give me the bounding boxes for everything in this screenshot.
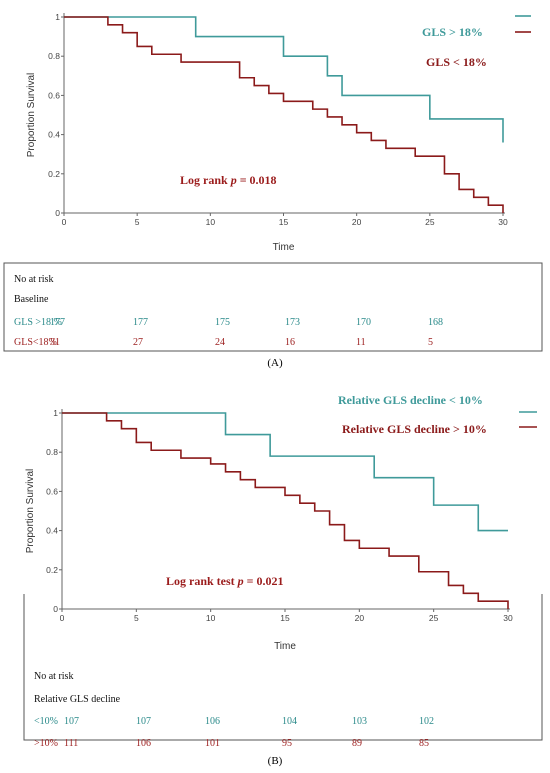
- legend-label-teal: GLS > 18%: [422, 25, 483, 39]
- risk-row-value: 89: [352, 738, 362, 749]
- y-tick-label: 0.2: [46, 565, 58, 575]
- risk-row-value: 102: [419, 716, 434, 727]
- x-axis-label: Time: [273, 242, 295, 253]
- risk-table-b-title: No at risk: [34, 671, 73, 682]
- x-tick-label: 30: [498, 217, 508, 227]
- log-rank-prefix: Log rank test: [166, 574, 238, 588]
- risk-row-value: 106: [205, 716, 220, 727]
- log-rank-annotation: Log rank p = 0.018: [180, 173, 277, 187]
- y-tick-label: 0.8: [46, 447, 58, 457]
- risk-row-value: 111: [64, 738, 78, 749]
- panel-b-label: (B): [268, 755, 283, 767]
- survival-curve-red: [62, 413, 508, 609]
- risk-row-value: 103: [352, 716, 367, 727]
- risk-row-value: 5: [428, 337, 433, 348]
- x-tick-label: 25: [429, 613, 439, 623]
- risk-row-value: 177: [50, 317, 65, 328]
- x-tick-label: 10: [206, 613, 216, 623]
- x-tick-label: 15: [279, 217, 289, 227]
- risk-table-b-subtitle: Relative GLS decline: [34, 694, 121, 705]
- panel-a: 0 5 10 15 20 25 30 0 0.2 0.4 0.6 0.8 1 Time Proportion…: [26, 12, 531, 253]
- risk-row-value: 85: [419, 738, 429, 749]
- log-rank-value: = 0.021: [244, 574, 284, 588]
- log-rank-value: = 0.018: [237, 173, 277, 187]
- y-tick-label: 0.8: [48, 51, 60, 61]
- y-tick-label: 0.6: [48, 90, 60, 100]
- risk-row-value: 170: [356, 317, 371, 328]
- risk-row-value: 95: [282, 738, 292, 749]
- y-tick-label: 1: [55, 12, 60, 22]
- risk-table-a-subtitle: Baseline: [14, 294, 49, 305]
- log-rank-p-symbol: p: [230, 173, 237, 187]
- legend-label-red: GLS < 18%: [426, 55, 487, 69]
- log-rank-prefix: Log rank: [180, 173, 231, 187]
- risk-row-value: 107: [136, 716, 151, 727]
- x-tick-label: 30: [503, 613, 513, 623]
- risk-row-value: 24: [215, 337, 225, 348]
- x-tick-label: 15: [280, 613, 290, 623]
- risk-table-a-frame: [4, 263, 542, 351]
- risk-row-value: 101: [205, 738, 220, 749]
- risk-row-value: 175: [215, 317, 230, 328]
- y-tick-label: 0: [55, 208, 60, 218]
- y-tick-label: 0.2: [48, 169, 60, 179]
- y-tick-label: 1: [53, 408, 58, 418]
- panel-a-label: (A): [267, 357, 283, 369]
- risk-table-b-rows: <10% 107 107 106 104 103 102 >10% 111 106 101 95 89 8…: [34, 716, 434, 749]
- x-tick-label: 20: [352, 217, 362, 227]
- risk-row-value: 31: [50, 337, 60, 348]
- x-tick-label: 0: [60, 613, 65, 623]
- risk-row-value: 107: [64, 716, 79, 727]
- y-axis-label: Proportion Survival: [25, 469, 36, 553]
- x-tick-label: 5: [134, 613, 139, 623]
- risk-row-value: 177: [133, 317, 148, 328]
- legend-label-red: Relative GLS decline > 10%: [342, 422, 487, 436]
- y-tick-label: 0.4: [46, 526, 58, 536]
- risk-row-value: 11: [356, 337, 366, 348]
- risk-row-value: 168: [428, 317, 443, 328]
- risk-row-value: 104: [282, 716, 297, 727]
- risk-row-label: >10%: [34, 738, 58, 749]
- log-rank-p-symbol: p: [237, 574, 244, 588]
- x-axis-label: Time: [274, 641, 296, 652]
- risk-row-value: 106: [136, 738, 151, 749]
- risk-row-label: <10%: [34, 716, 58, 727]
- risk-row-value: 16: [285, 337, 295, 348]
- risk-table-a-title: No at risk: [14, 274, 53, 285]
- panel-b: 0 5 10 15 20 25 30 0 0.2 0.4 0.6 0.8 1 Time Proportion…: [25, 393, 537, 652]
- x-tick-label: 25: [425, 217, 435, 227]
- log-rank-annotation: Log rank test p = 0.021: [166, 574, 284, 588]
- y-tick-label: 0: [53, 604, 58, 614]
- x-tick-label: 0: [62, 217, 67, 227]
- y-axis-label: Proportion Survival: [26, 73, 37, 157]
- x-tick-label: 10: [206, 217, 216, 227]
- risk-row-value: 27: [133, 337, 143, 348]
- y-tick-label: 0.6: [46, 486, 58, 496]
- risk-row-value: 173: [285, 317, 300, 328]
- y-tick-label: 0.4: [48, 130, 60, 140]
- x-tick-label: 5: [135, 217, 140, 227]
- x-tick-label: 20: [355, 613, 365, 623]
- legend-label-teal: Relative GLS decline < 10%: [338, 393, 483, 407]
